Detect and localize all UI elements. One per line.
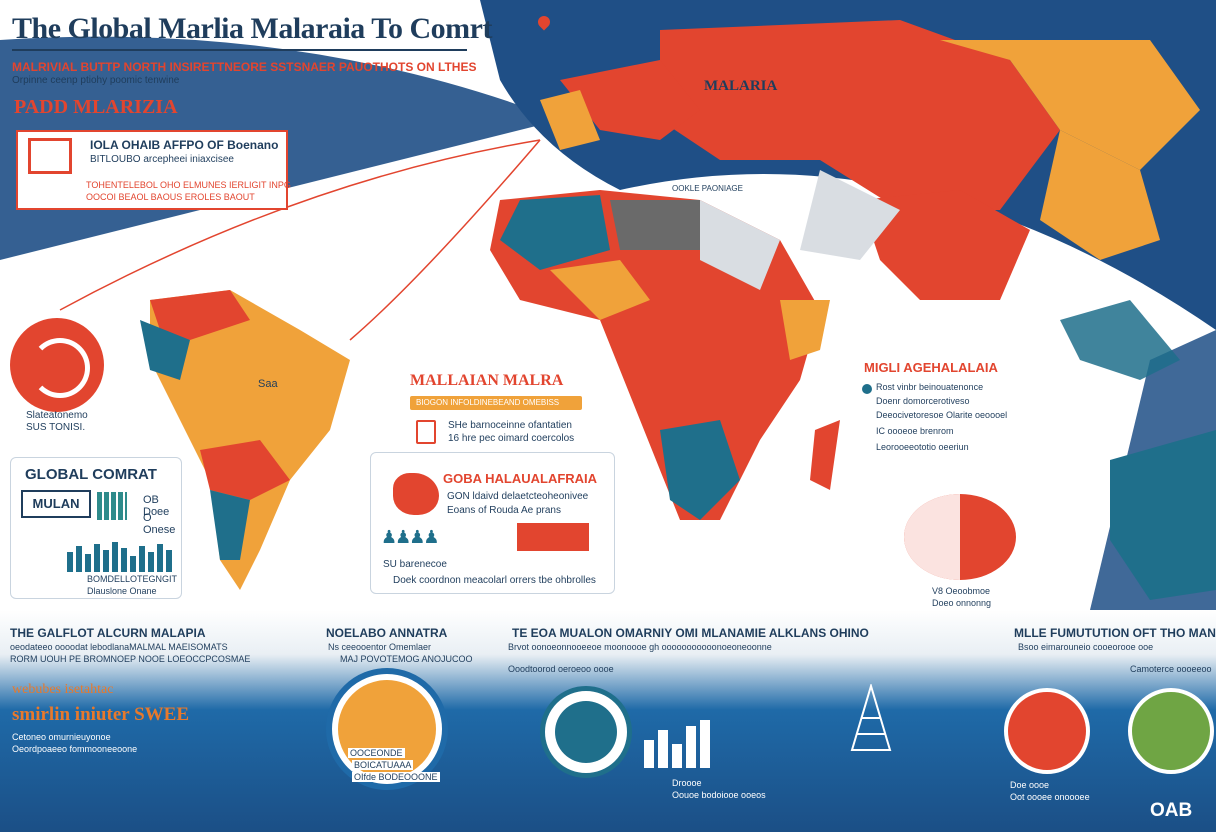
africa-label: MALLAIAN MALRA xyxy=(410,372,564,389)
map-label-south-america: Saa xyxy=(258,378,278,390)
highlight-text-large: smirlin iniuter SWEE xyxy=(12,704,190,725)
column-subtitle-secondary: Ooodtoorod oeroeoo oooe xyxy=(508,664,614,674)
brand-logo: OAB xyxy=(1150,800,1193,821)
panel-footnote: BOMDELLOTEGNGIT xyxy=(87,574,178,584)
africa-note: SHe barnoceinne ofantatien xyxy=(448,420,572,431)
column-title: NOELABO ANNATRA xyxy=(326,626,448,640)
panel-footnote: SU barenecoe xyxy=(383,559,447,570)
column-title: MLLE FUMUTUTION OFT THO MANBLIK xyxy=(1014,626,1216,640)
card-footnote-secondary: OOCOI BEAOL BAOUS EROLES BAOUT xyxy=(86,192,255,202)
panel-title: GOBA HALAUALAFRAIA xyxy=(443,471,598,486)
column-title: TE EOA MUALON OMARNIY OMI MLANAMIE ALKLA… xyxy=(512,626,869,640)
clipboard-icon xyxy=(416,420,436,444)
column-subtitle-secondary: RORM UOUH PE BROMNOEP NOOE LOEOCCPCOSMAE xyxy=(10,654,251,664)
panel-badge: MULAN xyxy=(21,490,91,518)
column-subtitle: Brvot oonoeonnooeeoe moonoooe gh ooooooo… xyxy=(508,642,772,652)
column-footnote: Droooe xyxy=(672,778,702,788)
column-footnote-secondary: Oeordpoaeeo fommooneeoone xyxy=(12,744,138,754)
page-title: The Global Marlia Malaraia To Comrt xyxy=(12,12,492,45)
globe-icon xyxy=(904,494,1016,580)
africa-note-secondary: 16 hre pec oimard coercolos xyxy=(448,433,575,444)
globe-caption-secondary: Doeo onnonng xyxy=(932,598,992,608)
asia-info-card: MIGLI AGEHALALAIA Rost vinbr beinouateno… xyxy=(856,356,1032,466)
mini-bar-icon xyxy=(67,542,172,572)
column-subtitle-secondary: Camoterce oooeeoo xyxy=(1130,664,1212,674)
africa-map-icon xyxy=(393,473,439,515)
card-line: Rost vinbr beinouatenonce xyxy=(876,382,984,392)
card-line: Deeocivetoresoe Olarite oeoooel xyxy=(876,410,1008,420)
panel-subtitle-secondary: Eoans of Rouda Ae prans xyxy=(447,505,561,516)
card-title: MIGLI AGEHALALAIA xyxy=(864,360,998,375)
card-subtitle: BITLOUBO arcepheei iniaxcisee xyxy=(90,154,234,165)
map-label-asia: MALARIA xyxy=(704,78,778,94)
card-title: IOLA OHAIB AFFPO OF Boenano xyxy=(90,138,279,152)
panel-value: OB Doee xyxy=(143,494,170,518)
column-title: THE GALFLOT ALCURN MALAPIA xyxy=(10,626,206,640)
panel-title: GLOBAL COMRAT xyxy=(25,466,157,483)
highlight-text: webubes isetahtac xyxy=(12,682,114,697)
section-label: PADD MLARIZIA xyxy=(14,96,178,118)
column-subtitle: oeodateeo oooodat lebodlanaMALMAL MAEISO… xyxy=(10,642,228,652)
mosquito-icon xyxy=(1004,688,1090,774)
panel-footnote-secondary: Doek coordnon meacolarl orrers tbe ohbro… xyxy=(393,575,596,586)
column-subtitle: Bsoo eimarouneio cooeorooe ooe xyxy=(1018,642,1154,652)
card-line: IC oooeoe brenrom xyxy=(876,426,954,436)
globe-circle-icon xyxy=(540,686,632,778)
panel-footnote-secondary: Dlauslone Onane xyxy=(87,586,157,596)
global-malaria-panel: GOBA HALAUALAFRAIA GON ldaivd delaetcteo… xyxy=(370,452,615,594)
mosquito-circle-icon xyxy=(10,318,104,412)
column-subtitle-secondary: MAJ POVOTEMOG ANOJUCOO xyxy=(340,654,473,664)
world-map xyxy=(0,0,1216,610)
page-subtitle: MALRIVIAL BUTTP NORTH INSIRETTNEORE SSTS… xyxy=(12,60,477,74)
people-icon: ♟♟♟♟ xyxy=(381,527,440,547)
africa-banner: BIOGON INFOLDINEBEAND OMEBISS xyxy=(410,396,582,410)
page-subtitle-secondary: Orpinne ceenp ptiohy poomic tenwine xyxy=(12,75,180,86)
card-line: Doenr domorcerotiveso xyxy=(876,396,970,406)
circle-label-secondary: BOICATUAAA xyxy=(352,760,414,770)
column-footnote-secondary: Oot oooee onoooee xyxy=(1010,792,1090,802)
box-icon xyxy=(28,138,72,174)
map-label-mediterranean: OOKLE PAONIAGE xyxy=(672,184,743,193)
card-line: Leorooeeototio oeeriun xyxy=(876,442,969,452)
title-divider xyxy=(12,49,467,51)
bullet-icon xyxy=(862,384,872,394)
global-combat-panel: GLOBAL COMRAT MULAN OB Doee O Onese BOMD… xyxy=(10,457,182,599)
circle-caption: Slateatonemo xyxy=(26,410,88,421)
column-footnote: Cetoneo omurnieuyonoe xyxy=(12,732,111,742)
info-card-red: IOLA OHAIB AFFPO OF Boenano BITLOUBO arc… xyxy=(16,130,291,210)
red-bar-icon xyxy=(517,523,589,551)
column-footnote: Doe oooe xyxy=(1010,780,1050,790)
plant-icon xyxy=(1128,688,1214,774)
globe-caption: V8 Oeoobmoe xyxy=(932,586,991,596)
circle-caption-secondary: SUS TONISI. xyxy=(26,422,86,433)
grid-icon xyxy=(97,492,127,520)
panel-value-secondary: O Onese xyxy=(143,512,176,536)
card-footnote: TOHENTELEBOL OHO ELMUNES IERLIGIT INPG xyxy=(86,180,291,190)
circle-label: OOCEONDE xyxy=(348,748,405,758)
bar-chart-icon xyxy=(644,720,710,768)
tower-icon xyxy=(850,684,892,751)
circle-label-tertiary: OIfde BODEOOONE xyxy=(352,772,440,782)
column-footnote-secondary: Oouoe bodoiooe ooeos xyxy=(672,790,766,800)
panel-subtitle: GON ldaivd delaetcteoheonivee xyxy=(447,491,589,502)
column-subtitle: Ns ceeooentor Omemlaer xyxy=(328,642,432,652)
